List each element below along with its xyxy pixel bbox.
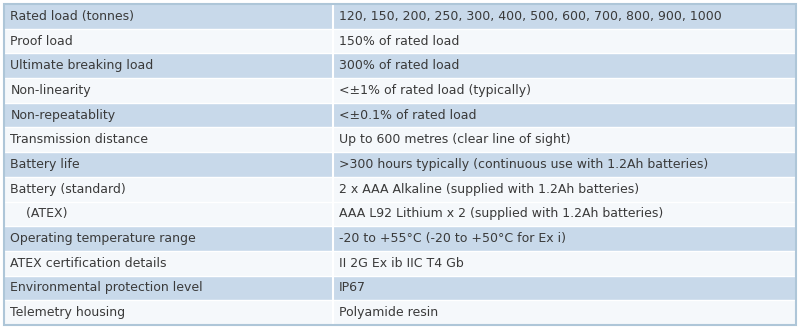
Bar xyxy=(333,103,796,127)
Bar xyxy=(333,4,796,29)
Bar xyxy=(4,29,333,53)
Text: 300% of rated load: 300% of rated load xyxy=(339,59,459,72)
Text: Non-linearity: Non-linearity xyxy=(10,84,91,97)
Bar xyxy=(333,177,796,202)
Text: Up to 600 metres (clear line of sight): Up to 600 metres (clear line of sight) xyxy=(339,133,570,146)
Bar xyxy=(333,152,796,177)
Text: >300 hours typically (continuous use with 1.2Ah batteries): >300 hours typically (continuous use wit… xyxy=(339,158,708,171)
Bar xyxy=(4,251,333,276)
Bar xyxy=(333,53,796,78)
Bar xyxy=(4,78,333,103)
Text: Non-repeatablity: Non-repeatablity xyxy=(10,109,115,122)
Text: II 2G Ex ib IIC T4 Gb: II 2G Ex ib IIC T4 Gb xyxy=(339,257,464,270)
Text: Telemetry housing: Telemetry housing xyxy=(10,306,126,319)
Bar xyxy=(333,202,796,226)
Text: (ATEX): (ATEX) xyxy=(10,207,68,220)
Bar xyxy=(4,177,333,202)
Bar xyxy=(333,29,796,53)
Bar xyxy=(333,276,796,300)
Bar xyxy=(333,226,796,251)
Text: Transmission distance: Transmission distance xyxy=(10,133,148,146)
Text: ATEX certification details: ATEX certification details xyxy=(10,257,167,270)
Text: IP67: IP67 xyxy=(339,282,366,294)
Bar xyxy=(4,202,333,226)
Bar xyxy=(4,152,333,177)
Text: Environmental protection level: Environmental protection level xyxy=(10,282,203,294)
Bar xyxy=(333,251,796,276)
Text: -20 to +55°C (-20 to +50°C for Ex i): -20 to +55°C (-20 to +50°C for Ex i) xyxy=(339,232,566,245)
Bar xyxy=(4,300,333,325)
Text: Operating temperature range: Operating temperature range xyxy=(10,232,196,245)
Bar xyxy=(333,127,796,152)
Text: AAA L92 Lithium x 2 (supplied with 1.2Ah batteries): AAA L92 Lithium x 2 (supplied with 1.2Ah… xyxy=(339,207,663,220)
Bar xyxy=(4,53,333,78)
Text: 150% of rated load: 150% of rated load xyxy=(339,35,459,47)
Text: Battery life: Battery life xyxy=(10,158,80,171)
Bar xyxy=(4,226,333,251)
Text: Battery (standard): Battery (standard) xyxy=(10,183,126,196)
Text: Ultimate breaking load: Ultimate breaking load xyxy=(10,59,154,72)
Text: <±0.1% of rated load: <±0.1% of rated load xyxy=(339,109,477,122)
Text: 2 x AAA Alkaline (supplied with 1.2Ah batteries): 2 x AAA Alkaline (supplied with 1.2Ah ba… xyxy=(339,183,639,196)
Bar xyxy=(4,4,333,29)
Bar xyxy=(4,127,333,152)
Text: Polyamide resin: Polyamide resin xyxy=(339,306,438,319)
Bar xyxy=(333,300,796,325)
Text: Proof load: Proof load xyxy=(10,35,73,47)
Bar xyxy=(4,276,333,300)
Text: Rated load (tonnes): Rated load (tonnes) xyxy=(10,10,134,23)
Text: 120, 150, 200, 250, 300, 400, 500, 600, 700, 800, 900, 1000: 120, 150, 200, 250, 300, 400, 500, 600, … xyxy=(339,10,722,23)
Bar xyxy=(333,78,796,103)
Text: <±1% of rated load (typically): <±1% of rated load (typically) xyxy=(339,84,531,97)
Bar xyxy=(4,103,333,127)
